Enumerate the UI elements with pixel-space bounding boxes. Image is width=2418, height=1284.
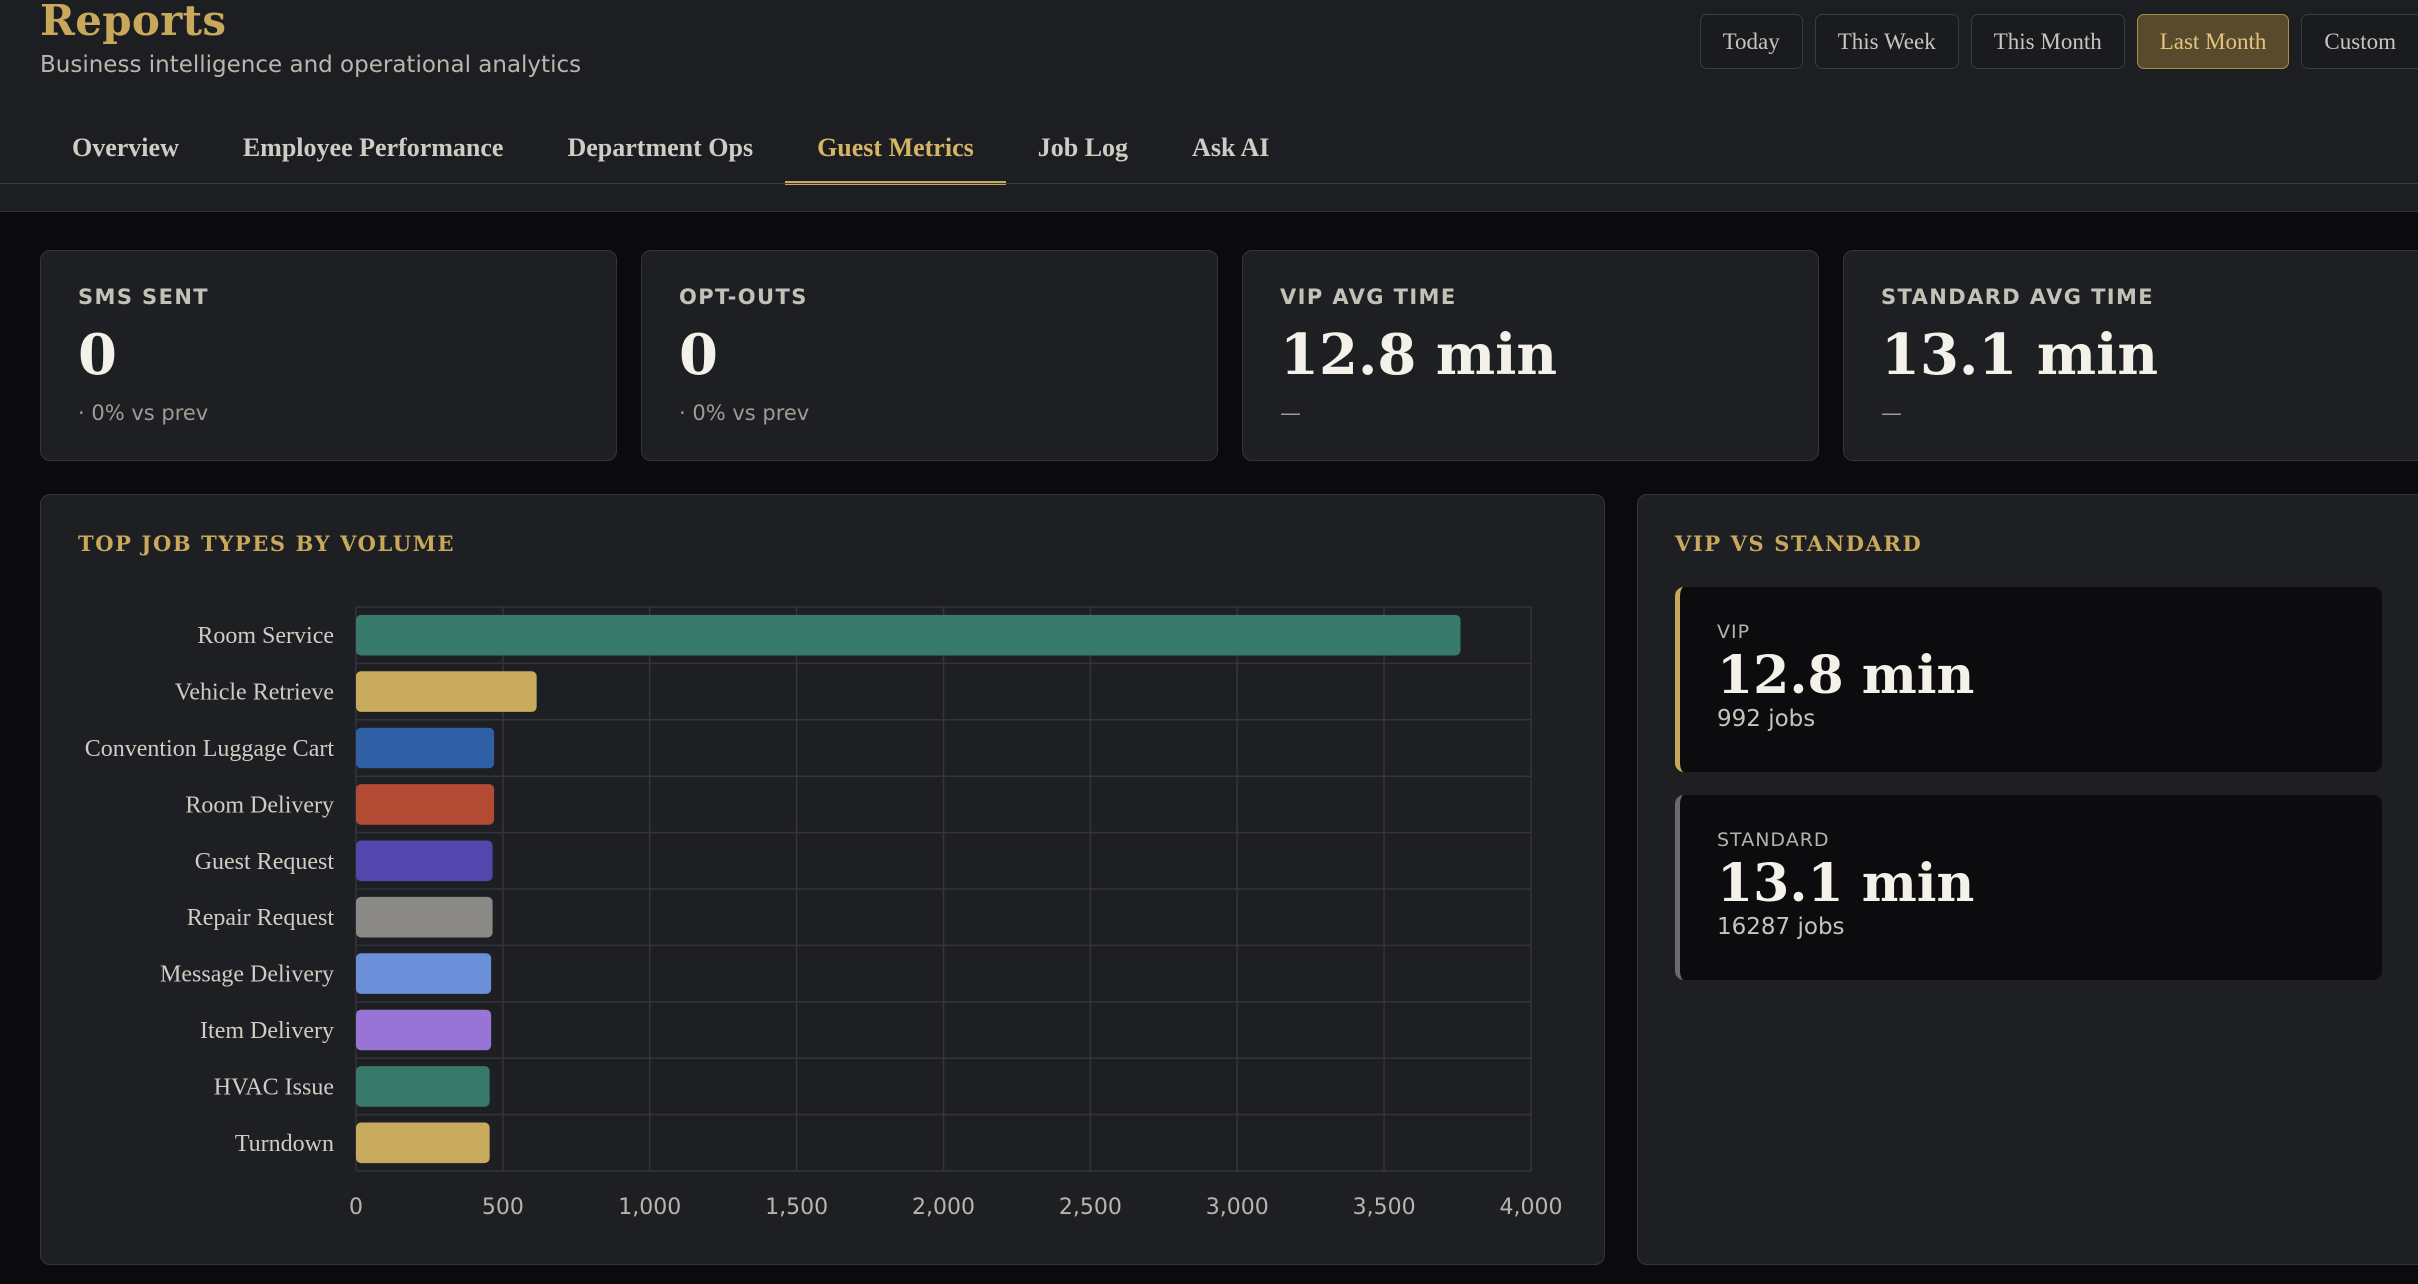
- vip-summary: VIP 12.8 min 992 jobs: [1675, 587, 2382, 772]
- tab-employee-performance[interactable]: Employee Performance: [242, 133, 504, 162]
- kpi-change: · 0% vs prev: [679, 401, 810, 425]
- bar: [356, 840, 493, 882]
- kpi-card-vip-avg-time: VIP AVG TIME 12.8 min —: [1242, 250, 1819, 461]
- x-tick-label: 500: [482, 1195, 524, 1220]
- vip-avg-time: 12.8 min: [1717, 645, 1975, 706]
- standard-summary: STANDARD 13.1 min 16287 jobs: [1675, 795, 2382, 980]
- kpi-change: —: [1280, 401, 1301, 425]
- job-types-chart-card: TOP JOB TYPES BY VOLUME 0 500 1,000 1,500 2,…: [40, 494, 1605, 1265]
- kpi-card-sms-sent: SMS SENT 0 · 0% vs prev: [40, 250, 617, 461]
- standard-label: STANDARD: [1717, 829, 1830, 851]
- kpi-card-opt-outs: OPT-OUTS 0 · 0% vs prev: [641, 250, 1218, 461]
- range-custom-button[interactable]: Custom: [2301, 14, 2418, 69]
- page-subtitle: Business intelligence and operational an…: [40, 52, 582, 78]
- y-category-label: HVAC Issue: [214, 1074, 334, 1100]
- y-category-label: Repair Request: [187, 905, 335, 931]
- kpi-change: —: [1881, 401, 1902, 425]
- kpi-value: 0: [679, 322, 718, 388]
- tabs-divider: [0, 183, 2418, 184]
- kpi-label: STANDARD AVG TIME: [1881, 285, 2155, 309]
- y-category-label: Guest Request: [195, 849, 335, 875]
- chart-card-title: TOP JOB TYPES BY VOLUME: [78, 531, 456, 556]
- range-today-button[interactable]: Today: [1699, 14, 1803, 69]
- kpi-change: · 0% vs prev: [78, 401, 209, 425]
- y-category-label: Room Delivery: [185, 792, 334, 818]
- vip-vs-standard-card: VIP VS STANDARD VIP 12.8 min 992 jobs ST…: [1637, 494, 2418, 1265]
- y-category-label: Turndown: [235, 1131, 334, 1157]
- report-tabs: Overview Employee Performance Department…: [40, 112, 1301, 185]
- kpi-value: 0: [78, 322, 117, 388]
- y-category-label: Room Service: [197, 623, 334, 649]
- kpi-label: SMS SENT: [78, 285, 210, 309]
- x-tick-label: 0: [349, 1195, 363, 1220]
- bar: [356, 953, 492, 994]
- kpi-value: 13.1 min: [1881, 322, 2159, 388]
- bar: [356, 1009, 492, 1051]
- bar: [356, 614, 1461, 656]
- x-tick-label: 3,000: [1206, 1195, 1269, 1220]
- y-category-label: Message Delivery: [160, 962, 334, 988]
- tab-department-ops[interactable]: Department Ops: [567, 133, 754, 162]
- kpi-card-standard-avg-time: STANDARD AVG TIME 13.1 min —: [1843, 250, 2418, 461]
- vs-card-title: VIP VS STANDARD: [1675, 531, 1923, 556]
- tab-guest-metrics[interactable]: Guest Metrics: [785, 112, 1006, 185]
- x-tick-label: 1,000: [618, 1195, 681, 1220]
- y-category-label: Vehicle Retrieve: [175, 680, 334, 706]
- x-tick-label: 2,000: [912, 1195, 975, 1220]
- date-range-selector: Today This Week This Month Last Month Cu…: [1699, 14, 2418, 69]
- range-last-month-button[interactable]: Last Month: [2136, 14, 2290, 69]
- bar: [356, 671, 537, 712]
- vip-label: VIP: [1717, 621, 1751, 643]
- y-category-label: Convention Luggage Cart: [85, 736, 335, 762]
- page-title: Reports: [40, 0, 227, 45]
- y-category-label: Item Delivery: [200, 1018, 334, 1044]
- vip-job-count: 992 jobs: [1717, 706, 1816, 733]
- bar: [356, 727, 495, 769]
- bar: [356, 1122, 490, 1164]
- tab-overview[interactable]: Overview: [72, 133, 179, 162]
- bar: [356, 896, 493, 938]
- tab-job-log[interactable]: Job Log: [1037, 133, 1129, 162]
- tab-ask-ai[interactable]: Ask AI: [1192, 133, 1270, 162]
- bar: [356, 1066, 490, 1107]
- kpi-label: VIP AVG TIME: [1280, 285, 1457, 309]
- range-this-week-button[interactable]: This Week: [1814, 14, 1959, 69]
- x-tick-label: 1,500: [765, 1195, 828, 1220]
- x-tick-label: 3,500: [1353, 1195, 1416, 1220]
- standard-job-count: 16287 jobs: [1717, 914, 1845, 941]
- bar: [356, 784, 495, 825]
- job-types-bar-chart: 0 500 1,000 1,500 2,000 2,500 3,000 3,500 4,000 R…: [85, 606, 1563, 1220]
- standard-avg-time: 13.1 min: [1717, 853, 1975, 914]
- kpi-value: 12.8 min: [1280, 322, 1558, 388]
- x-tick-label: 2,500: [1059, 1195, 1122, 1220]
- page-header: Reports Business intelligence and operat…: [0, 0, 2418, 212]
- x-tick-label: 4,000: [1500, 1195, 1563, 1220]
- kpi-label: OPT-OUTS: [679, 285, 808, 309]
- range-this-month-button[interactable]: This Month: [1970, 14, 2125, 69]
